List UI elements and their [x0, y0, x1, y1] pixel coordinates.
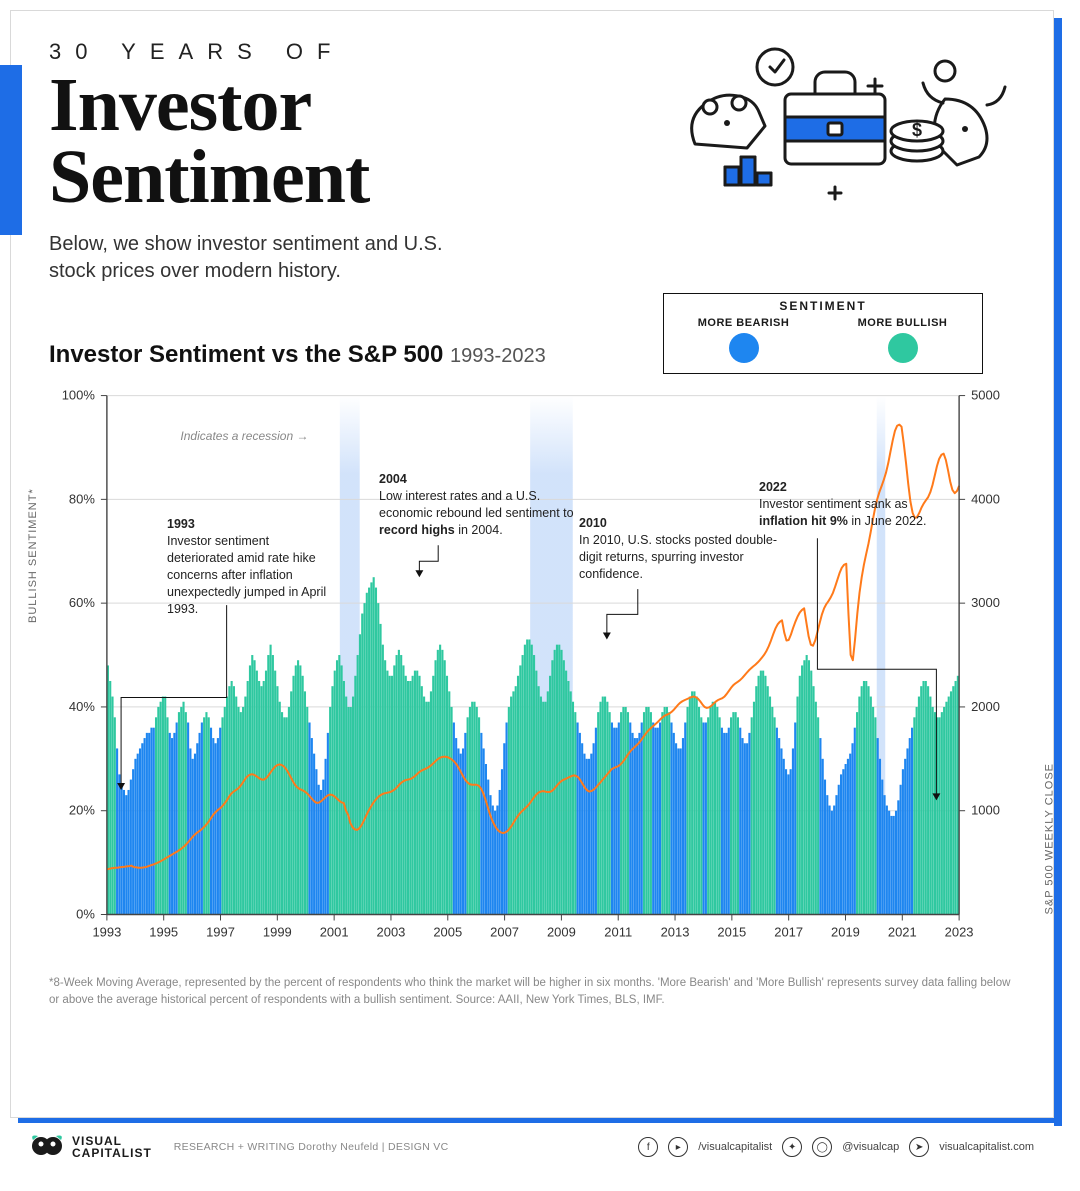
svg-text:2001: 2001: [320, 925, 349, 940]
svg-text:20%: 20%: [69, 803, 95, 818]
footnote: *8-Week Moving Average, represented by t…: [49, 975, 1015, 1008]
chart-title-strong: Investor Sentiment vs the S&P 500: [49, 341, 443, 368]
svg-text:2005: 2005: [433, 925, 462, 940]
legend-bearish: MORE BEARISH: [664, 315, 823, 373]
annotation-2004: 2004Low interest rates and a U.S. econom…: [379, 471, 579, 539]
svg-text:2013: 2013: [661, 925, 690, 940]
svg-text:1997: 1997: [206, 925, 235, 940]
right-axis-label: S&P 500 WEEKLY CLOSE: [1043, 763, 1055, 914]
legend-bearish-label: MORE BEARISH: [670, 317, 817, 329]
handle3: visualcapitalist.com: [939, 1141, 1034, 1153]
socials: f ▸ /visualcapitalist ✦ ◯ @visualcap ➤ v…: [638, 1137, 1034, 1157]
svg-text:$: $: [912, 120, 922, 140]
svg-text:2009: 2009: [547, 925, 576, 940]
svg-text:1999: 1999: [263, 925, 292, 940]
legend-bullish-label: MORE BULLISH: [829, 317, 976, 329]
handle2: @visualcap: [842, 1141, 899, 1153]
facebook-icon: f: [638, 1137, 658, 1157]
svg-text:1993: 1993: [92, 925, 121, 940]
svg-text:1995: 1995: [149, 925, 178, 940]
svg-text:2021: 2021: [888, 925, 917, 940]
handle1: /visualcapitalist: [698, 1141, 772, 1153]
recession-note: Indicates a recession →: [180, 429, 308, 443]
svg-text:4000: 4000: [971, 492, 1000, 507]
legend-title: SENTIMENT: [664, 294, 982, 315]
brand-bottom: CAPITALIST: [72, 1147, 152, 1159]
headline-l2: Sentiment: [49, 135, 369, 219]
instagram-icon: ◯: [812, 1137, 832, 1157]
svg-text:1000: 1000: [971, 803, 1000, 818]
eyebrow: 30 YEARS OF: [49, 39, 625, 65]
subhead: Below, we show investor sentiment and U.…: [49, 231, 469, 285]
svg-text:2019: 2019: [831, 925, 860, 940]
svg-text:40%: 40%: [69, 699, 95, 714]
bullish-dot: [888, 333, 918, 363]
twitter-icon: ✦: [782, 1137, 802, 1157]
svg-text:80%: 80%: [69, 492, 95, 507]
annotation-1993: 1993Investor sentiment deteriorated amid…: [167, 516, 337, 617]
credits: RESEARCH + WRITING Dorothy Neufeld | DES…: [174, 1141, 449, 1153]
accent-tab: [0, 65, 22, 235]
left-axis-label: BULLISH SENTIMENT*: [27, 489, 39, 624]
svg-text:60%: 60%: [69, 596, 95, 611]
svg-text:2023: 2023: [945, 925, 974, 940]
annotation-2022: 2022Investor sentiment sank as inflation…: [759, 479, 939, 530]
footer: VISUAL CAPITALIST RESEARCH + WRITING Dor…: [10, 1123, 1054, 1171]
youtube-icon: ▸: [668, 1137, 688, 1157]
main-panel: 30 YEARS OF Investor Sentiment: [10, 10, 1054, 1118]
svg-text:3000: 3000: [971, 596, 1000, 611]
svg-text:5000: 5000: [971, 388, 1000, 403]
legend: SENTIMENT MORE BEARISH MORE BULLISH: [663, 293, 983, 374]
svg-text:2003: 2003: [377, 925, 406, 940]
vc-logo-icon: [30, 1134, 64, 1160]
legend-bullish: MORE BULLISH: [823, 315, 982, 373]
svg-text:100%: 100%: [62, 388, 96, 403]
svg-text:2007: 2007: [490, 925, 519, 940]
annotation-2010: 2010In 2010, U.S. stocks posted double-d…: [579, 515, 779, 583]
title-block: 30 YEARS OF Investor Sentiment: [49, 39, 625, 213]
cursor-icon: ➤: [909, 1137, 929, 1157]
chart: BULLISH SENTIMENT* S&P 500 WEEKLY CLOSE …: [49, 383, 1015, 963]
chart-svg: 0% 20% 40% 60% 80% 100% 1000 2000 3000 4000 5000 19…: [49, 383, 1015, 963]
svg-text:2015: 2015: [717, 925, 746, 940]
headline: Investor Sentiment: [49, 69, 625, 213]
chart-title-range: 1993-2023: [450, 345, 546, 367]
hero-illustration: $: [635, 39, 1015, 209]
svg-text:0%: 0%: [76, 907, 95, 922]
header: 30 YEARS OF Investor Sentiment: [49, 39, 1015, 213]
svg-text:2017: 2017: [774, 925, 803, 940]
bearish-dot: [729, 333, 759, 363]
svg-text:2000: 2000: [971, 699, 1000, 714]
vc-logo: VISUAL CAPITALIST: [30, 1134, 152, 1160]
svg-text:2011: 2011: [604, 925, 632, 940]
